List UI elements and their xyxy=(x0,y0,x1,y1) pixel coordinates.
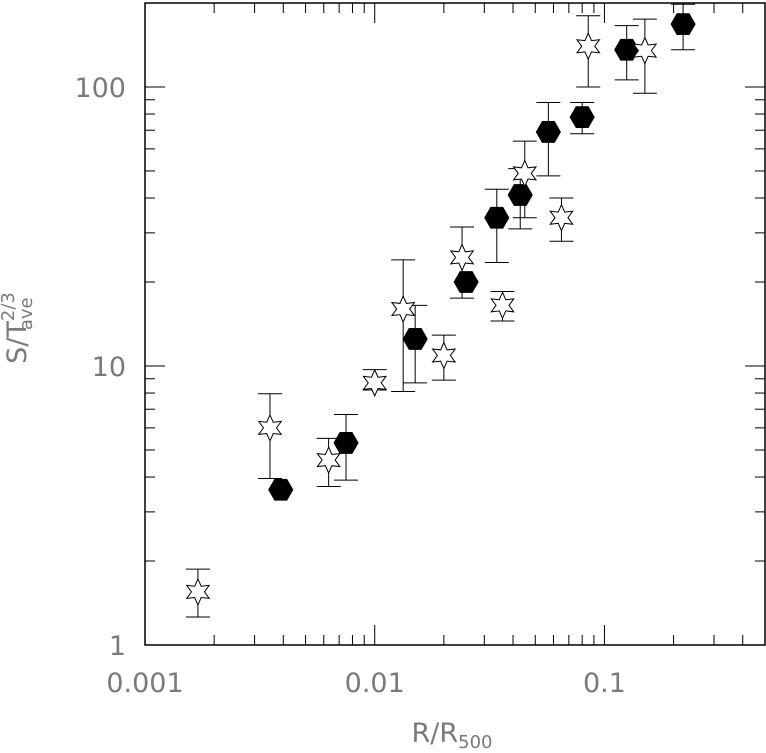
markers xyxy=(185,13,696,607)
data-point-hexagon xyxy=(614,38,640,61)
plot-frame xyxy=(144,2,766,646)
data-point-hexagon xyxy=(402,328,428,350)
x-tick-label: 0.01 xyxy=(345,668,405,699)
error-bars xyxy=(185,3,696,618)
y-tick-label: 1 xyxy=(109,631,126,662)
x-tick-label: 0.001 xyxy=(106,668,183,699)
y-axis-label: S/T2/3ave xyxy=(0,292,37,364)
data-point-hexagon xyxy=(569,106,595,128)
data-point-star xyxy=(490,291,515,320)
data-point-hexagon xyxy=(535,121,561,143)
major-ticks xyxy=(144,3,765,646)
data-point-star xyxy=(185,577,211,607)
data-point-hexagon xyxy=(453,271,479,293)
data-point-star xyxy=(431,341,457,370)
data-point-star xyxy=(549,203,574,232)
x-axis-label: R/R500 xyxy=(412,718,493,753)
plot-border xyxy=(144,2,766,646)
data-point-star xyxy=(575,31,601,61)
y-tick-label: 10 xyxy=(92,352,126,383)
data-point-hexagon xyxy=(484,206,510,229)
tick-labels: 0.001 0.01 0.1 1 10 100 xyxy=(74,73,625,699)
data-point-star xyxy=(316,445,341,475)
data-point-hexagon xyxy=(333,432,359,454)
data-point-star xyxy=(632,36,658,65)
data-point-star xyxy=(390,294,416,324)
data-point-star xyxy=(512,159,538,188)
data-point-star xyxy=(257,413,283,443)
minor-ticks xyxy=(145,3,765,645)
y-tick-label: 100 xyxy=(74,73,126,104)
data-point-hexagon xyxy=(268,478,294,501)
x-tick-label: 0.1 xyxy=(583,668,626,699)
data-point-star xyxy=(449,243,475,272)
data-point-hexagon xyxy=(670,13,696,36)
data-point-hexagon xyxy=(507,184,533,206)
data-point-star xyxy=(362,368,388,398)
